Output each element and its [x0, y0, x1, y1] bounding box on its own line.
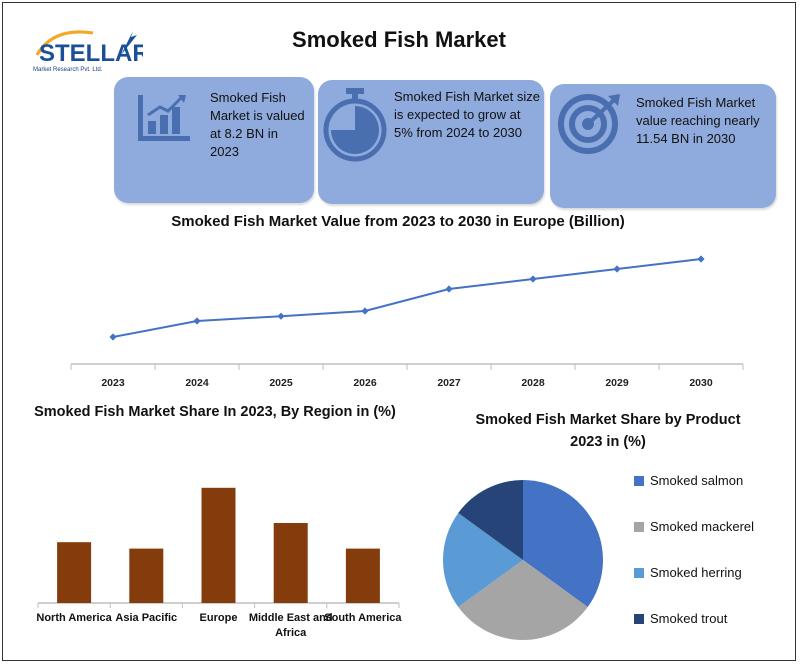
- data-point: [445, 285, 453, 293]
- card-text-growth: Smoked Fish Market size is expected to g…: [394, 89, 540, 140]
- series-line: [112, 258, 702, 338]
- legend-item: Smoked mackerel: [634, 519, 754, 534]
- legend-swatch: [634, 567, 644, 578]
- bar: [273, 523, 308, 603]
- data-point: [529, 275, 537, 283]
- pie-slice: [458, 480, 523, 560]
- bar-category-label: Europe: [199, 612, 238, 624]
- bar: [57, 542, 92, 603]
- x-tick-label: 2026: [353, 377, 377, 389]
- data-point: [697, 255, 705, 263]
- stat-card-valuation: Smoked Fish Market is valued at 8.2 BN i…: [114, 77, 314, 203]
- logo-text: STELLAR: [39, 40, 143, 67]
- x-tick-label: 2030: [689, 377, 713, 389]
- legend-swatch: [634, 613, 644, 624]
- pie-chart-title: Smoked Fish Market Share by Product 2023…: [475, 412, 741, 450]
- legend-label: Smoked trout: [650, 611, 728, 626]
- x-tick-label: 2027: [437, 377, 461, 389]
- bar-category-label: South America: [324, 612, 402, 624]
- page-title: Smoked Fish Market: [292, 27, 506, 52]
- bar: [345, 548, 380, 603]
- stat-card-forecast: Smoked Fish Market value reaching nearly…: [550, 84, 776, 208]
- legend-swatch: [634, 475, 644, 486]
- legend-swatch: [634, 521, 644, 532]
- pie-slice: [523, 480, 603, 608]
- pie-chart: [443, 480, 603, 640]
- pie-slice: [443, 512, 523, 608]
- bar-chart: [37, 487, 400, 608]
- line-chart: 2023 2024 2025 2026 2027 2028 2029 2030: [70, 255, 744, 389]
- bar-chart-icon: [138, 95, 190, 141]
- line-chart-title: Smoked Fish Market Value from 2023 to 20…: [171, 213, 625, 230]
- bar: [201, 487, 236, 603]
- data-point: [109, 333, 117, 341]
- data-point: [193, 317, 201, 325]
- bar-category-label: Middle East and Africa: [248, 612, 333, 639]
- data-point: [613, 265, 621, 273]
- logo-subtitle: Market Research Pvt. Ltd.: [33, 67, 103, 73]
- x-tick-label: 2028: [521, 377, 545, 389]
- bar: [129, 548, 164, 603]
- card-text-forecast: Smoked Fish Market value reaching nearly…: [636, 95, 760, 146]
- bar-category-label: Asia Pacific: [115, 612, 178, 624]
- x-tick-label: 2023: [101, 377, 125, 389]
- card-text-valuation: Smoked Fish Market is valued at 8.2 BN i…: [210, 90, 305, 159]
- legend-item: Smoked salmon: [634, 473, 743, 488]
- stat-card-growth: Smoked Fish Market size is expected to g…: [318, 80, 544, 204]
- x-tick-label: 2029: [605, 377, 629, 389]
- legend-item: Smoked herring: [634, 565, 742, 580]
- stopwatch-icon: [323, 88, 387, 162]
- legend-label: Smoked mackerel: [650, 519, 755, 534]
- target-icon: [558, 94, 620, 154]
- stellar-logo: STELLAR: [33, 25, 150, 83]
- x-tick-label: 2025: [269, 377, 293, 389]
- data-point: [361, 307, 369, 315]
- bar-chart-title: Smoked Fish Market Share In 2023, By Reg…: [34, 404, 396, 420]
- legend-label: Smoked herring: [650, 565, 742, 580]
- legend-label: Smoked salmon: [650, 473, 744, 488]
- bar-category-label: North America: [36, 612, 112, 624]
- x-tick-label: 2024: [185, 377, 209, 389]
- legend-item: Smoked trout: [634, 611, 727, 626]
- pie-slice: [458, 560, 588, 640]
- data-point: [277, 312, 285, 320]
